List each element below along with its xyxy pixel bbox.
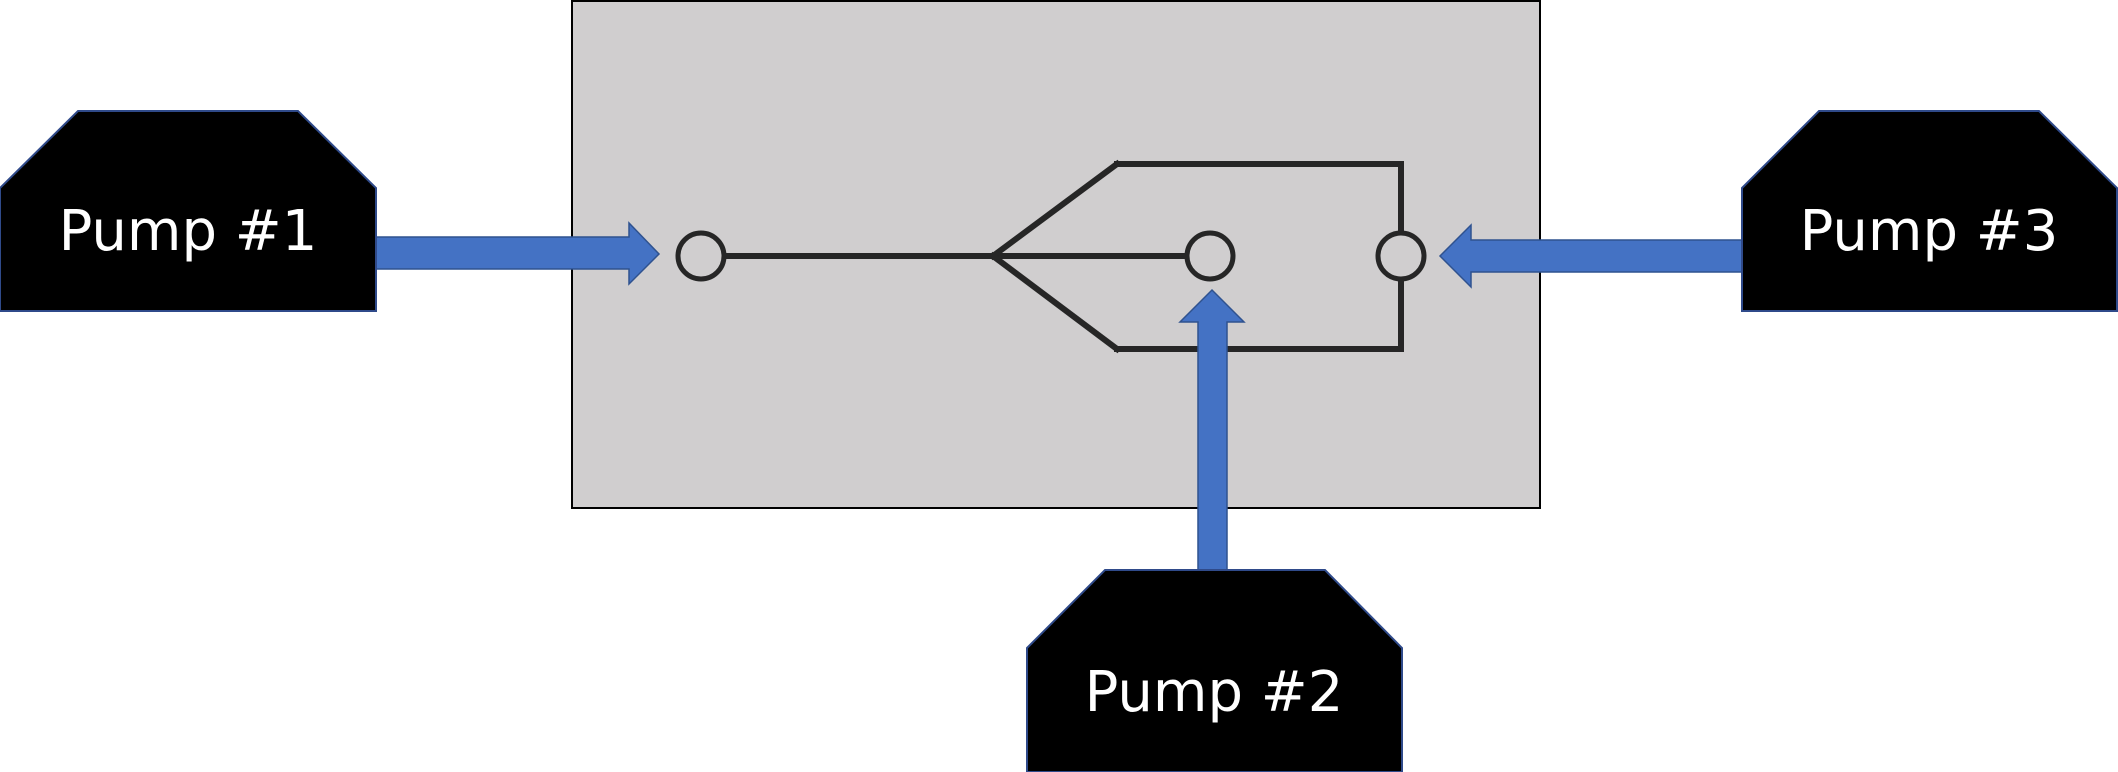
pump-1-label: Pump #1 (59, 199, 318, 264)
pump-1-shape (0, 110, 377, 312)
flow-arrow-pump-2 (1178, 288, 1246, 571)
inlet-port-left (675, 230, 727, 282)
upper-branch-diagonal (988, 159, 1122, 261)
pump-3-label: Pump #3 (1800, 199, 2059, 264)
flow-arrow-pump-3 (1438, 223, 1743, 289)
pump-2-shape (1026, 569, 1403, 772)
flow-arrow-pump-1 (375, 221, 661, 286)
pump-2-block: Pump #2 (1026, 569, 1403, 772)
inlet-port-right (1375, 230, 1427, 282)
manifold-piping (721, 159, 1404, 354)
pump-3-block: Pump #3 (1741, 110, 2118, 312)
pump-2-label: Pump #2 (1085, 660, 1344, 725)
pump-3-shape (1741, 110, 2118, 312)
inlet-port-center (1184, 230, 1236, 282)
pump-1-block: Pump #1 (0, 110, 377, 312)
lower-branch-diagonal (988, 251, 1122, 354)
